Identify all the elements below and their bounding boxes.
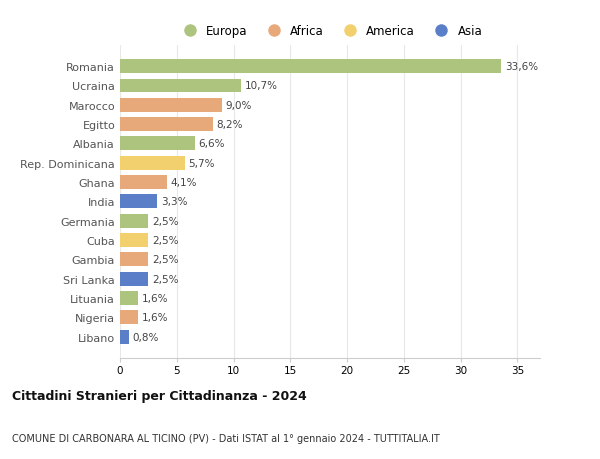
Bar: [120, 311, 138, 325]
Text: 2,5%: 2,5%: [152, 255, 178, 265]
Bar: [120, 176, 167, 190]
Bar: [120, 60, 502, 74]
Bar: [120, 99, 222, 112]
Text: 6,6%: 6,6%: [199, 139, 225, 149]
Bar: [120, 137, 195, 151]
Text: 3,3%: 3,3%: [161, 197, 187, 207]
Bar: [120, 291, 138, 305]
Text: COMUNE DI CARBONARA AL TICINO (PV) - Dati ISTAT al 1° gennaio 2024 - TUTTITALIA.: COMUNE DI CARBONARA AL TICINO (PV) - Dat…: [12, 433, 440, 442]
Bar: [120, 157, 185, 170]
Bar: [120, 234, 148, 247]
Bar: [120, 195, 157, 209]
Bar: [120, 253, 148, 267]
Text: 5,7%: 5,7%: [188, 158, 215, 168]
Text: 9,0%: 9,0%: [226, 101, 252, 111]
Bar: [120, 330, 129, 344]
Legend: Europa, Africa, America, Asia: Europa, Africa, America, Asia: [173, 21, 487, 43]
Text: 2,5%: 2,5%: [152, 216, 178, 226]
Bar: [120, 79, 241, 93]
Text: Cittadini Stranieri per Cittadinanza - 2024: Cittadini Stranieri per Cittadinanza - 2…: [12, 389, 307, 403]
Bar: [120, 214, 148, 228]
Text: 4,1%: 4,1%: [170, 178, 196, 188]
Text: 2,5%: 2,5%: [152, 235, 178, 246]
Bar: [120, 118, 213, 132]
Text: 8,2%: 8,2%: [217, 120, 243, 130]
Text: 10,7%: 10,7%: [245, 81, 278, 91]
Text: 33,6%: 33,6%: [505, 62, 538, 72]
Text: 0,8%: 0,8%: [133, 332, 159, 342]
Bar: [120, 272, 148, 286]
Text: 1,6%: 1,6%: [142, 293, 168, 303]
Text: 2,5%: 2,5%: [152, 274, 178, 284]
Text: 1,6%: 1,6%: [142, 313, 168, 323]
